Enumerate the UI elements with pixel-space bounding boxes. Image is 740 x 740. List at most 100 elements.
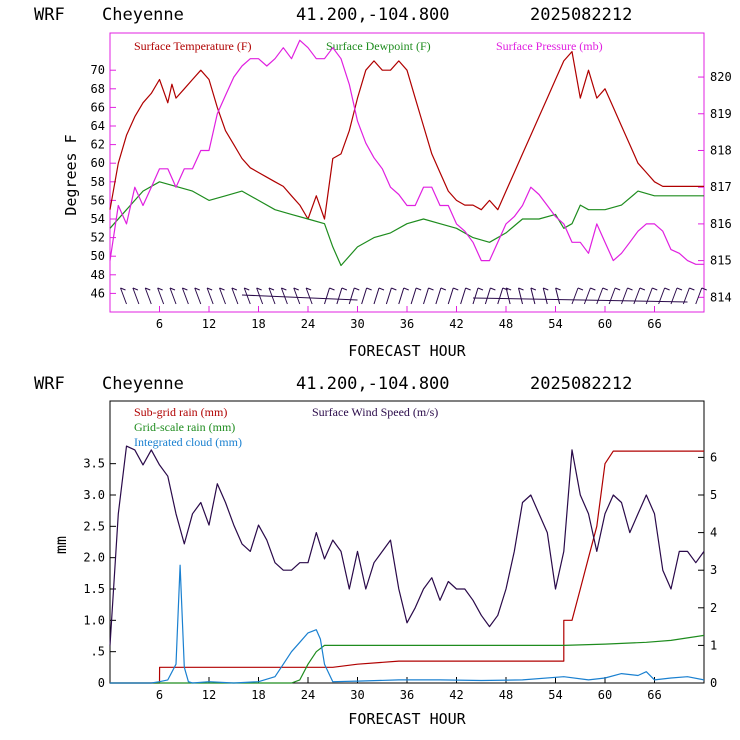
y-left-tick-label: 54 (91, 212, 105, 226)
run-label: 2025082212 (530, 5, 632, 25)
lower-axis-ticks: 6 12 18 24 30 36 42 48 54 60 660.51.01.52.02.53.03… (83, 450, 717, 702)
wind-barb-flag (530, 287, 537, 291)
wind-barb-staff (695, 287, 703, 305)
x-tick-label: 54 (548, 688, 562, 702)
y-right-tick-label: 3 (710, 563, 717, 577)
wind-barb-flag (219, 287, 225, 291)
x-tick-label: 18 (251, 688, 265, 702)
wind-barb-staff (169, 287, 177, 305)
wind-barb-staff (231, 287, 239, 305)
station-label: Cheyenne (102, 5, 184, 25)
lower-x-axis-label: FORECAST HOUR (348, 710, 466, 728)
upper-axis-ticks: 6 12 18 24 30 36 42 48 54 60 66 46 48 50 52 54 56 58 60 62 6… (91, 63, 732, 331)
wind-barb-staff (361, 287, 368, 305)
wind-barb-staff (608, 287, 616, 305)
y-left-tick-label: 58 (91, 175, 105, 189)
y-left-tick-label: 64 (91, 119, 105, 133)
series-line-integrated-cloud-mm (110, 564, 705, 684)
wind-barb-flag (391, 287, 397, 291)
y-left-tick-label: 66 (91, 100, 105, 114)
coords-label-lower: 41.200,-104.800 (296, 374, 450, 394)
series-line-grid-scale-rain-mm (110, 634, 705, 684)
wind-barb-staff (423, 287, 429, 305)
y-left-tick-label: 3.0 (83, 488, 105, 502)
wind-barb-flag (590, 287, 596, 291)
y-left-tick-label: 62 (91, 138, 105, 152)
x-tick-label: 42 (449, 688, 463, 702)
y-right-tick-label: 814 (710, 290, 732, 304)
model-label: WRF (34, 5, 65, 25)
y-left-tick-label: .5 (91, 645, 105, 659)
y-left-tick-label: 1.0 (83, 613, 105, 627)
wind-barb-flag (505, 287, 512, 291)
wind-barb-flag (577, 287, 584, 291)
upper-x-axis-label: FORECAST HOUR (348, 342, 466, 360)
x-tick-label: 36 (400, 317, 414, 331)
wind-barb-staff (633, 287, 641, 305)
y-right-tick-label: 819 (710, 107, 732, 121)
wind-barb-staff (243, 287, 251, 305)
wind-barb-flag (627, 287, 633, 291)
x-tick-label: 66 (647, 688, 661, 702)
wind-barb-flag (132, 287, 139, 291)
wind-barb-flag (602, 287, 608, 291)
legend-gridscale-rain: Grid-scale rain (mm) (134, 420, 235, 434)
wind-barb-staff (385, 287, 392, 305)
x-tick-label: 60 (598, 317, 612, 331)
x-tick-label: 12 (202, 317, 216, 331)
legend-subgrid-rain: Sub-grid rain (mm) (134, 405, 227, 419)
wind-barb-staff (571, 287, 579, 305)
x-tick-label: 24 (301, 688, 315, 702)
wind-barb-staff (336, 287, 343, 305)
wind-barb-staff (555, 287, 561, 305)
y-left-tick-label: 3.5 (83, 457, 105, 471)
wind-barb-flag (676, 287, 683, 291)
y-right-tick-label: 4 (710, 526, 717, 540)
wind-barb-flag (366, 287, 372, 291)
y-left-tick-label: 48 (91, 268, 105, 282)
wind-barb-staff (280, 287, 288, 305)
wind-barb-staff (348, 287, 355, 305)
legend-wind-speed: Surface Wind Speed (m/s) (312, 405, 438, 419)
wind-barb-staff (194, 287, 202, 305)
wind-barb-staff (505, 287, 511, 305)
wind-barb-flag (403, 287, 409, 291)
wind-barb-flag (268, 287, 275, 291)
x-tick-label: 36 (400, 688, 414, 702)
x-tick-label: 24 (301, 317, 315, 331)
y-left-tick-label: 70 (91, 63, 105, 77)
wind-barb-flag (543, 287, 549, 291)
x-tick-label: 60 (598, 688, 612, 702)
wind-barb-staff (472, 287, 479, 305)
x-tick-label: 18 (251, 317, 265, 331)
wind-barb-staff (460, 287, 467, 305)
wind-barb-flag (664, 287, 670, 291)
wind-barb-staff (484, 287, 491, 305)
wind-barb-staff (583, 287, 591, 305)
wind-barb-flag (614, 287, 621, 291)
station-label-lower: Cheyenne (102, 374, 184, 394)
wind-barb-staff (542, 287, 548, 305)
wind-barb-flag (465, 287, 471, 291)
x-tick-label: 6 (156, 317, 163, 331)
wind-barb-flag (293, 287, 299, 291)
wind-barb-staff (305, 287, 313, 305)
wind-barb-staff (293, 287, 301, 305)
upper-series (109, 39, 704, 267)
y-right-tick-label: 815 (710, 254, 732, 268)
series-line-sub-grid-rain-mm (110, 450, 704, 684)
wind-barb-flag (157, 287, 163, 291)
wind-barb-flag (341, 287, 348, 291)
legend-integrated-cloud: Integrated cloud (mm) (134, 435, 242, 449)
x-tick-label: 30 (350, 317, 364, 331)
y-left-tick-label: 2.0 (83, 551, 105, 565)
series-line-surface-pressure-mb (109, 39, 704, 265)
lower-series (109, 445, 705, 684)
wind-barb-flag (440, 287, 447, 291)
wind-barb-flag (354, 287, 360, 291)
wind-barb-flag (145, 287, 151, 291)
x-tick-label: 48 (499, 317, 513, 331)
y-left-tick-label: 2.5 (83, 519, 105, 533)
y-left-tick-label: 1.5 (83, 582, 105, 596)
wind-barb-flag (169, 287, 176, 291)
